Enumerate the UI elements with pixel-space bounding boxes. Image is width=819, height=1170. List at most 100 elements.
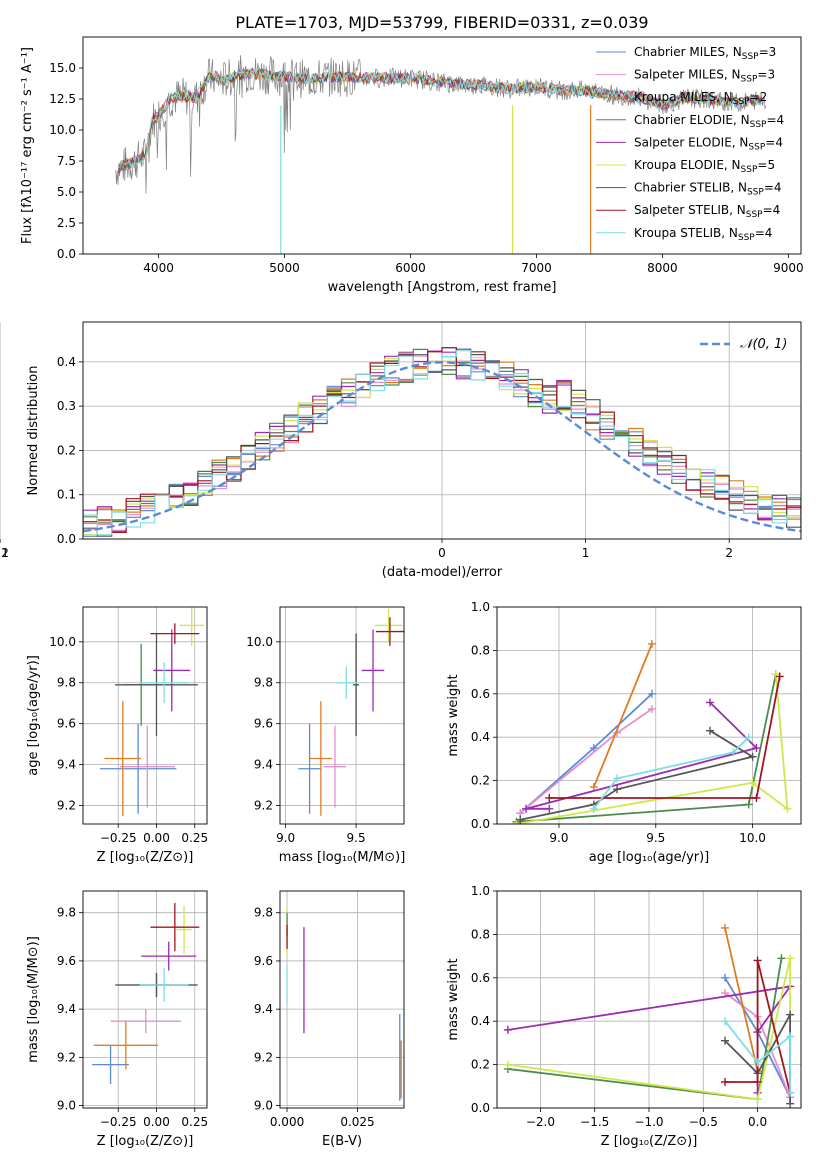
x-axis-label: Z [log₁₀(Z/Z⊙)] <box>601 1134 698 1149</box>
legend-label-chabrier-stelib: Chabrier STELIB, NSSP=4 <box>634 181 782 198</box>
weight-marker-salpeter-stelib <box>545 793 554 802</box>
histogram-steps <box>83 347 801 537</box>
plot-content <box>280 891 404 1108</box>
weight-lines <box>503 923 795 1108</box>
y-tick-label: 9.4 <box>57 1002 76 1016</box>
weight-line-kroupa-miles <box>724 927 759 1072</box>
y-tick-label: 9.6 <box>254 717 273 731</box>
figure-title: PLATE=1703, MJD=53799, FIBERID=0331, z=0… <box>235 13 648 32</box>
age-vs-metallicity-panel: −0.25 0.00 0.25 9.2 9.4 9.6 9.8 10.0 Z [log₁₀(Z/… <box>26 606 208 865</box>
axes-frame <box>82 890 208 1109</box>
x-tick-label: 0.25 <box>181 1115 208 1129</box>
axes-frame <box>82 321 802 540</box>
y-tick-label: 9.2 <box>57 799 76 813</box>
legend-label-chabrier-miles: Chabrier MILES, NSSP=3 <box>634 45 776 62</box>
legend-subscript: SSP <box>741 165 758 175</box>
y-axis-label: Normed distribution <box>26 366 41 496</box>
y-tick-label: 0.4 <box>57 355 76 369</box>
weight-marker-kroupa-miles <box>647 639 656 648</box>
errorbar-salpeter-miles <box>110 1009 181 1034</box>
plot-content <box>83 891 207 1108</box>
legend-count: =2 <box>750 90 768 104</box>
x-axis-label: Z [log₁₀(Z/Z⊙)] <box>97 1134 194 1149</box>
x-tick-label: 8000 <box>647 261 678 275</box>
weight-marker-salpeter-stelib <box>721 1077 729 1086</box>
weight-marker-chabrier-miles <box>589 744 598 753</box>
weight-line-kroupa-stelib <box>593 736 750 810</box>
y-tick-label: 9.6 <box>57 717 76 731</box>
x-tick-label: −2 <box>0 546 9 560</box>
plot-content <box>115 55 767 254</box>
x-tick-label: −0.5 <box>689 1115 718 1129</box>
plot-area <box>83 607 207 824</box>
legend-subscript: SSP <box>742 52 759 62</box>
weight-marker-chabrier-stelib <box>786 1099 795 1108</box>
y-tick-label: 10.0 <box>49 635 76 649</box>
errorbar-salpeter-miles <box>323 725 347 808</box>
weight-marker-kroupa-elodie <box>512 820 521 824</box>
x-tick-label: −1.0 <box>634 1115 663 1129</box>
legend-label-gaussian: 𝒩(0, 1) <box>740 337 787 352</box>
y-tick-label: 5.0 <box>57 185 76 199</box>
weight-line-salpeter-elodie <box>525 701 759 810</box>
x-tick-label: 6000 <box>395 261 426 275</box>
axes-frame <box>82 606 208 825</box>
weight-marker-salpeter-stelib <box>753 956 762 965</box>
y-tick-label: 9.0 <box>254 1099 273 1113</box>
weight-marker-salpeter-stelib <box>775 672 784 681</box>
errorbar-salpeter-stelib <box>150 623 200 644</box>
weight-marker-chabrier-elodie <box>777 954 786 963</box>
y-tick-label: 0.8 <box>471 927 490 941</box>
legend-subscript: SSP <box>741 75 758 85</box>
x-axis-label: wavelength [Angstrom, rest frame] <box>328 280 557 295</box>
y-tick-label: 9.6 <box>57 954 76 968</box>
y-tick-label: 0.2 <box>471 1058 490 1072</box>
x-tick-label: 9.0 <box>276 831 295 845</box>
errorbar-chabrier-miles <box>92 1045 129 1084</box>
weight-marker-chabrier-stelib <box>721 1036 729 1045</box>
y-tick-label: 10.0 <box>246 635 273 649</box>
spectrum-legend: Chabrier MILES, NSSP=3 Salpeter MILES, NS… <box>596 45 784 243</box>
y-tick-label: 9.8 <box>57 906 76 920</box>
y-axis-label: mass weight <box>446 958 461 1040</box>
y-tick-label: 0.6 <box>471 971 490 985</box>
weight-line-salpeter-stelib <box>725 960 791 1094</box>
errorbar-salpeter-miles <box>119 725 175 808</box>
legend-subscript: SSP <box>738 233 755 243</box>
x-tick-label: 2 <box>725 546 733 560</box>
weight-lines <box>512 639 792 824</box>
y-tick-label: 12.5 <box>49 92 76 106</box>
y-tick-label: 9.2 <box>254 799 273 813</box>
x-tick-label: −1.5 <box>580 1115 609 1129</box>
x-tick-label: 0.25 <box>181 831 208 845</box>
weight-marker-kroupa-stelib <box>744 733 753 742</box>
axes-frame <box>82 36 802 255</box>
legend-label-salpeter-elodie: Salpeter ELODIE, NSSP=4 <box>634 135 783 152</box>
x-tick-label: 7000 <box>521 261 552 275</box>
errorbars <box>92 903 200 1084</box>
x-tick-label: 9000 <box>773 261 804 275</box>
plot-area <box>280 891 404 1108</box>
y-tick-label: 7.5 <box>57 154 76 168</box>
y-axis-label: mass weight <box>446 674 461 756</box>
legend-label-chabrier-elodie: Chabrier ELODIE, NSSP=4 <box>634 113 784 130</box>
errorbar-kroupa-elodie <box>374 609 403 642</box>
weight-marker-salpeter-elodie <box>752 744 761 753</box>
y-tick-label: 0.6 <box>471 687 490 701</box>
weight-marker-kroupa-stelib <box>613 774 622 783</box>
histogram-salpeter-stelib <box>83 347 801 533</box>
weight-marker-salpeter-stelib <box>752 793 761 802</box>
x-axis-label: Z [log₁₀(Z/Z⊙)] <box>97 850 194 865</box>
errorbars <box>298 609 404 816</box>
weight-marker-kroupa-stelib <box>786 1032 795 1041</box>
legend-count: =3 <box>759 45 777 59</box>
y-tick-label: 9.4 <box>254 758 273 772</box>
legend-label-salpeter-stelib: Salpeter STELIB, NSSP=4 <box>634 203 780 220</box>
y-tick-label: 0.1 <box>57 488 76 502</box>
legend-count: =4 <box>755 226 773 240</box>
weight-line-kroupa-elodie <box>516 674 789 824</box>
plot-content <box>83 607 207 824</box>
mass-vs-ebv-panel: 0.000 0.025 9.0 9.2 9.4 9.6 9.8 E(B-V) <box>254 890 405 1149</box>
weight-marker-chabrier-stelib <box>786 1010 795 1019</box>
plot-area <box>497 607 801 824</box>
